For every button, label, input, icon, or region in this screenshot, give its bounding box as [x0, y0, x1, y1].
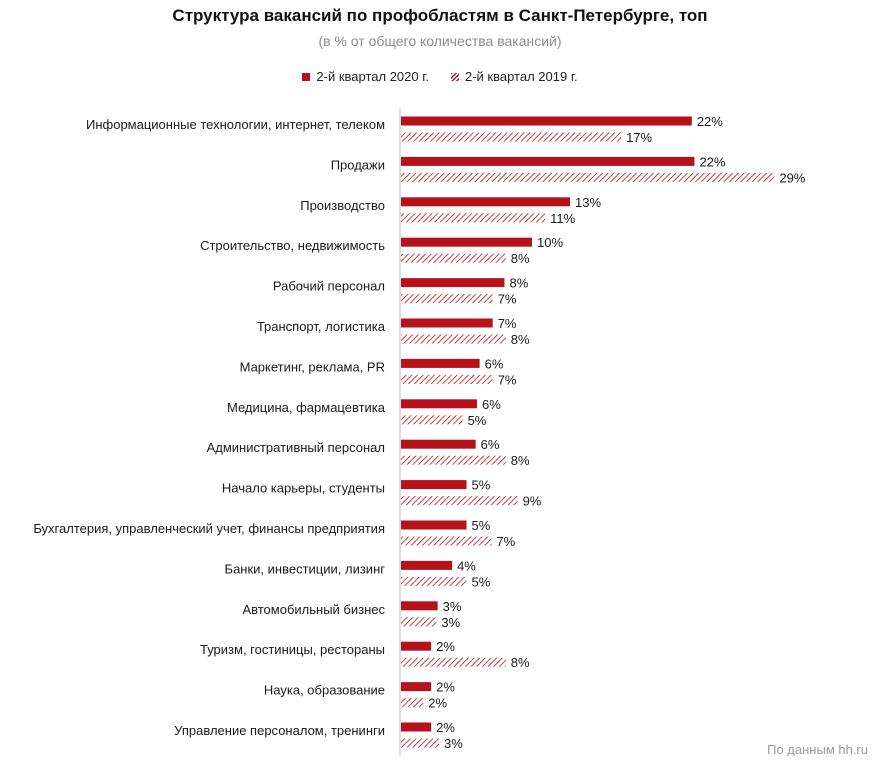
- legend-label-2019: 2-й квартал 2019 г.: [465, 69, 578, 84]
- bar-2019: [401, 576, 467, 586]
- value-label-2020: 6%: [481, 437, 500, 452]
- bar-2020: [401, 722, 432, 732]
- value-label-2019: 3%: [444, 736, 463, 751]
- value-label-2020: 13%: [575, 195, 601, 210]
- category-label: Начало карьеры, студенты: [222, 481, 385, 496]
- bar-2020: [401, 399, 477, 409]
- bar-2019: [401, 172, 775, 182]
- value-label-2020: 7%: [498, 316, 517, 331]
- category-label: Транспорт, логистика: [257, 319, 386, 334]
- chart-legend: 2-й квартал 2020 г. 2-й квартал 2019 г.: [0, 69, 880, 84]
- legend-swatch-hatched: [451, 72, 459, 81]
- bar-2020: [401, 278, 505, 288]
- value-label-2020: 22%: [699, 154, 725, 169]
- bar-2019: [401, 415, 463, 425]
- category-label: Медицина, фармацевтика: [227, 400, 386, 415]
- bar-2019: [401, 213, 546, 223]
- category-label: Маркетинг, реклама, PR: [240, 359, 385, 374]
- bar-2020: [401, 560, 453, 570]
- value-label-2019: 8%: [511, 655, 530, 670]
- bar-2019: [401, 253, 506, 263]
- value-label-2020: 4%: [457, 558, 476, 573]
- bar-2020: [401, 197, 570, 207]
- category-label: Рабочий персонал: [273, 279, 385, 294]
- value-label-2019: 5%: [468, 413, 487, 428]
- category-label: Туризм, гостиницы, рестораны: [200, 642, 385, 657]
- value-label-2020: 10%: [537, 235, 563, 250]
- category-label: Автомобильный бизнес: [242, 602, 385, 617]
- chart-title: Структура вакансий по профобластям в Сан…: [172, 6, 708, 25]
- category-label: Банки, инвестиции, лизинг: [225, 561, 386, 576]
- bar-2019: [401, 132, 622, 142]
- legend-label-2020: 2-й квартал 2020 г.: [316, 69, 429, 84]
- bar-2020: [401, 116, 692, 126]
- value-label-2020: 2%: [436, 720, 455, 735]
- value-label-2019: 9%: [523, 494, 542, 509]
- bar-2019: [401, 374, 493, 384]
- value-label-2019: 8%: [511, 332, 530, 347]
- bar-2020: [401, 641, 432, 651]
- bar-2019: [401, 334, 506, 344]
- value-label-2020: 6%: [482, 397, 501, 412]
- value-label-2020: 5%: [472, 518, 491, 533]
- value-label-2019: 2%: [428, 696, 447, 711]
- value-label-2020: 5%: [472, 478, 491, 493]
- value-label-2019: 7%: [496, 534, 515, 549]
- bar-2020: [401, 318, 493, 328]
- bar-2019: [401, 536, 492, 546]
- bars-layer: Информационные технологии, интернет, тел…: [33, 114, 805, 751]
- value-label-2020: 2%: [436, 680, 455, 695]
- value-label-2019: 17%: [626, 130, 652, 145]
- bar-2019: [401, 294, 493, 304]
- bar-2020: [401, 156, 695, 166]
- category-label: Строительство, недвижимость: [200, 238, 385, 253]
- bar-2019: [401, 496, 518, 506]
- value-label-2020: 22%: [697, 114, 723, 129]
- legend-item-2019: 2-й квартал 2019 г.: [451, 69, 578, 84]
- bar-2020: [401, 520, 467, 530]
- bar-2020: [401, 682, 432, 692]
- legend-swatch-solid: [302, 72, 311, 81]
- value-label-2020: 3%: [443, 599, 462, 614]
- value-label-2020: 8%: [509, 276, 528, 291]
- bar-2019: [401, 617, 437, 627]
- value-label-2020: 2%: [436, 639, 455, 654]
- bar-2019: [401, 455, 506, 465]
- value-label-2019: 3%: [441, 615, 460, 630]
- legend-item-2020: 2-й квартал 2020 г.: [302, 69, 429, 84]
- bar-2020: [401, 601, 438, 611]
- bar-2019: [401, 657, 506, 667]
- bar-2019: [401, 698, 424, 708]
- category-label: Управление персоналом, тренинги: [174, 723, 385, 738]
- value-label-2019: 7%: [498, 292, 517, 307]
- value-label-2019: 8%: [511, 251, 530, 266]
- chart-subtitle: (в % от общего количества вакансий): [318, 33, 562, 49]
- bar-2019: [401, 738, 439, 748]
- source-note: По данным hh.ru: [767, 742, 868, 757]
- bar-2020: [401, 480, 467, 490]
- bar-2020: [401, 358, 480, 368]
- bar-2020: [401, 439, 476, 449]
- value-label-2019: 11%: [550, 211, 575, 226]
- bar-2020: [401, 237, 532, 247]
- category-label: Наука, образование: [264, 683, 385, 698]
- value-label-2019: 29%: [779, 170, 805, 185]
- value-label-2019: 7%: [498, 372, 517, 387]
- value-label-2019: 8%: [511, 453, 530, 468]
- category-label: Продажи: [331, 157, 385, 172]
- category-label: Административный персонал: [207, 440, 385, 455]
- category-label: Бухгалтерия, управленческий учет, финанс…: [33, 521, 385, 536]
- category-label: Производство: [300, 198, 385, 213]
- value-label-2020: 6%: [485, 356, 504, 371]
- category-label: Информационные технологии, интернет, тел…: [86, 117, 385, 132]
- value-label-2019: 5%: [472, 574, 491, 589]
